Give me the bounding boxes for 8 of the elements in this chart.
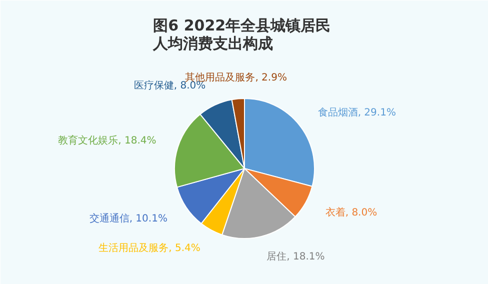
slice-label: 食品烟酒, 29.1% — [318, 106, 396, 118]
slice-label: 交通通信, 10.1% — [89, 212, 168, 224]
slice-label: 教育文化娱乐, 18.4% — [58, 134, 156, 146]
slice-label: 衣着, 8.0% — [325, 206, 378, 218]
chart-title: 图6 2022年全县城镇居民人均消费支出构成 — [152, 16, 331, 52]
slice-label: 其他用品及服务, 2.9% — [185, 71, 287, 84]
slice-label: 居住, 18.1% — [266, 251, 325, 262]
slice-label: 生活用品及服务, 5.4% — [98, 242, 200, 254]
